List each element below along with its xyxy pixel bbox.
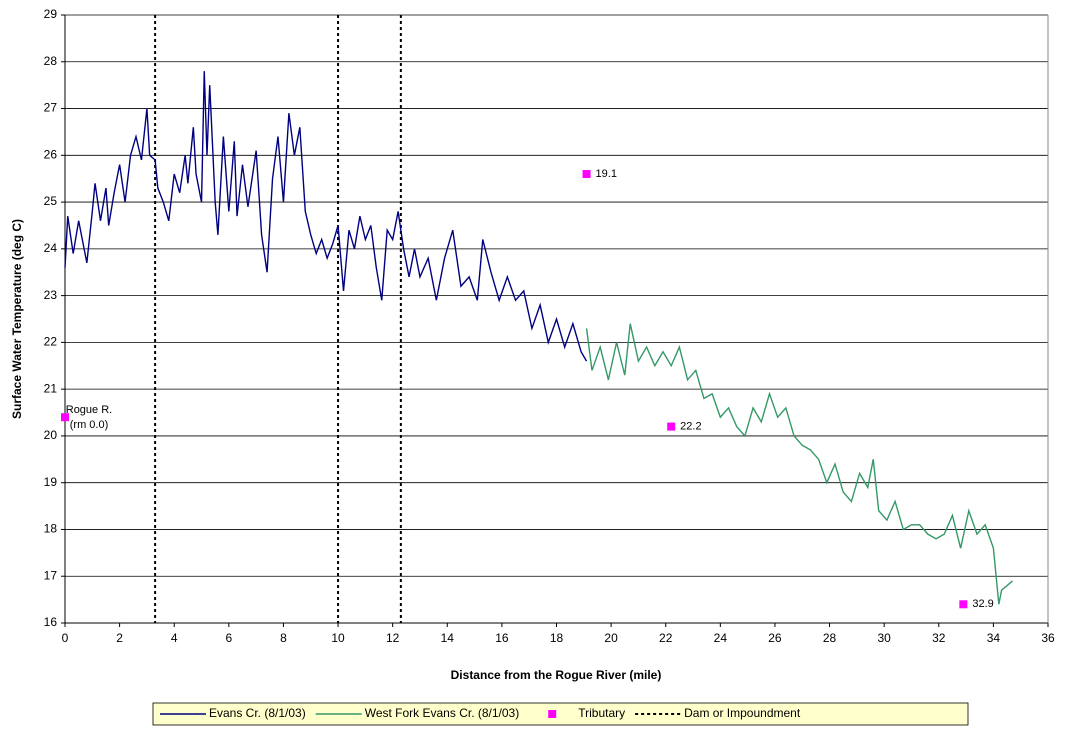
x-tick-label: 14 xyxy=(441,631,455,645)
x-tick-label: 36 xyxy=(1041,631,1055,645)
point-label: 19.1 xyxy=(596,168,617,180)
y-tick-label: 27 xyxy=(44,101,58,115)
x-tick-label: 8 xyxy=(280,631,287,645)
x-tick-label: 10 xyxy=(331,631,345,645)
x-tick-label: 4 xyxy=(171,631,178,645)
x-tick-label: 18 xyxy=(550,631,564,645)
x-tick-label: 28 xyxy=(823,631,837,645)
x-tick-label: 30 xyxy=(877,631,891,645)
tributary-point xyxy=(667,422,676,431)
y-tick-label: 28 xyxy=(44,54,58,68)
x-tick-label: 22 xyxy=(659,631,673,645)
x-tick-label: 24 xyxy=(714,631,728,645)
y-tick-label: 22 xyxy=(44,335,58,349)
y-tick-label: 16 xyxy=(44,615,58,629)
tributary-point xyxy=(61,413,69,422)
y-tick-label: 19 xyxy=(44,475,58,489)
legend-label: West Fork Evans Cr. (8/1/03) xyxy=(365,706,520,720)
x-tick-label: 0 xyxy=(62,631,69,645)
x-tick-label: 16 xyxy=(495,631,509,645)
x-tick-label: 34 xyxy=(987,631,1001,645)
y-tick-label: 17 xyxy=(44,568,58,582)
x-tick-label: 12 xyxy=(386,631,400,645)
x-tick-label: 6 xyxy=(225,631,232,645)
y-tick-label: 29 xyxy=(44,7,58,21)
y-tick-label: 26 xyxy=(44,147,58,161)
legend-swatch xyxy=(548,710,557,718)
tributary-point xyxy=(582,170,591,179)
legend-label: Dam or Impoundment xyxy=(684,706,801,720)
series-line xyxy=(64,71,588,362)
x-tick-label: 20 xyxy=(604,631,618,645)
y-tick-label: 20 xyxy=(44,428,58,442)
legend-box xyxy=(152,702,969,726)
point-label: Rogue R. xyxy=(66,404,112,416)
x-tick-label: 32 xyxy=(932,631,946,645)
y-axis-title: Surface Water Temperature (deg C) xyxy=(10,219,24,419)
point-label: 32.9 xyxy=(972,598,993,610)
series-line xyxy=(585,323,1013,605)
y-tick-label: 21 xyxy=(44,381,58,395)
x-tick-label: 26 xyxy=(768,631,782,645)
point-label: 22.2 xyxy=(680,420,701,432)
x-axis-title: Distance from the Rogue River (mile) xyxy=(451,668,662,682)
legend-label: Evans Cr. (8/1/03) xyxy=(209,706,306,720)
y-tick-label: 18 xyxy=(44,522,58,536)
x-tick-label: 2 xyxy=(116,631,123,645)
legend-label: Tributary xyxy=(578,706,625,720)
point-label: (rm 0.0) xyxy=(70,419,109,431)
y-tick-label: 25 xyxy=(44,194,58,208)
y-tick-label: 24 xyxy=(44,241,58,255)
y-tick-label: 23 xyxy=(44,288,58,302)
tributary-point xyxy=(959,600,968,609)
